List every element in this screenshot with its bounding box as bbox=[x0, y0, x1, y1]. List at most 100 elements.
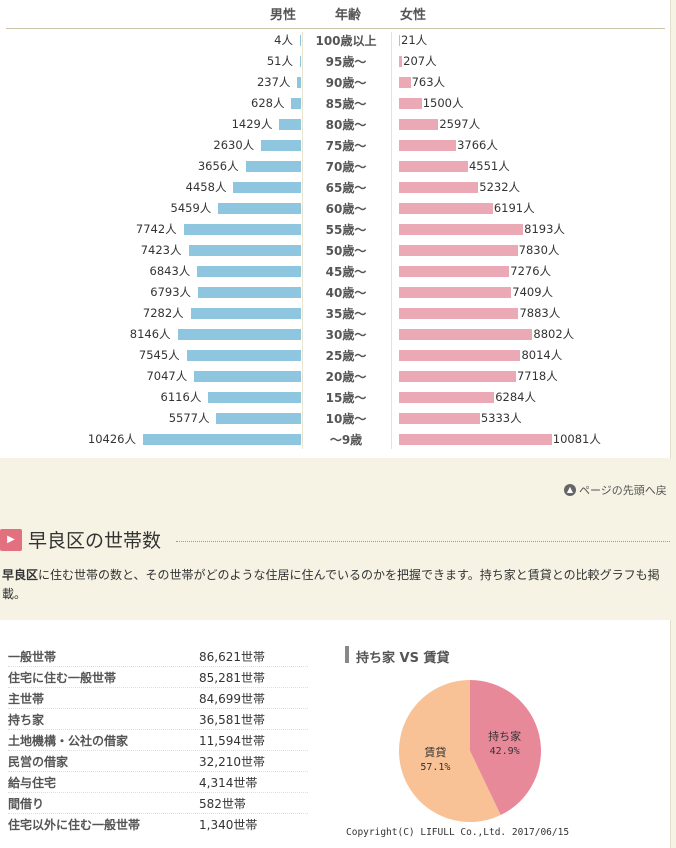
male-count-label: 6116人 bbox=[160, 390, 202, 404]
female-bar bbox=[399, 434, 552, 445]
female-bar bbox=[399, 224, 524, 235]
household-row-value: 84,699世帯 bbox=[199, 692, 265, 706]
male-bar bbox=[190, 308, 301, 319]
female-count-label: 2597人 bbox=[439, 117, 481, 131]
age-group-label: 20歳～ bbox=[325, 370, 367, 384]
household-row-divider bbox=[8, 750, 308, 751]
male-count-label: 7545人 bbox=[138, 348, 180, 362]
male-count-label: 7742人 bbox=[135, 222, 177, 236]
household-row-value: 32,210世帯 bbox=[199, 755, 265, 769]
female-count-label: 6284人 bbox=[495, 390, 536, 404]
section-description-area: 早良区 bbox=[2, 568, 39, 582]
household-row-value: 85,281世帯 bbox=[199, 671, 265, 685]
male-bar bbox=[198, 287, 301, 298]
household-row-divider bbox=[8, 708, 308, 709]
male-count-label: 4458人 bbox=[185, 180, 227, 194]
male-count-label: 51人 bbox=[266, 54, 293, 68]
age-group-label: 65歳～ bbox=[325, 181, 367, 195]
female-bar bbox=[399, 371, 516, 382]
household-row-label: 民営の借家 bbox=[8, 755, 69, 769]
age-group-label: 90歳～ bbox=[325, 76, 367, 90]
play-arrow-icon: ▶ bbox=[0, 529, 22, 551]
female-bar bbox=[399, 119, 439, 130]
male-bar bbox=[218, 203, 301, 214]
age-group-label: 35歳～ bbox=[325, 307, 367, 321]
male-bar bbox=[233, 182, 301, 193]
female-bar bbox=[399, 77, 411, 88]
age-group-label: 75歳～ bbox=[325, 139, 367, 153]
male-bar bbox=[300, 35, 301, 46]
header-male: 男性 bbox=[270, 8, 297, 23]
female-bar bbox=[399, 98, 422, 109]
household-row-label: 住宅に住む一般世帯 bbox=[8, 671, 117, 685]
male-bar bbox=[197, 266, 301, 277]
back-to-top-link[interactable]: ▲ ページの先頭へ戻 bbox=[564, 482, 667, 498]
female-bar bbox=[399, 350, 521, 361]
section-description: 早良区に住む世帯の数と、その世帯がどのような住居に住んでいるのかを把握できます。… bbox=[2, 566, 672, 604]
pie-slice bbox=[470, 680, 541, 816]
age-group-label: 60歳～ bbox=[325, 202, 367, 216]
male-count-label: 5459人 bbox=[170, 201, 212, 215]
age-group-label: 25歳～ bbox=[325, 349, 367, 363]
age-group-label: 80歳～ bbox=[325, 118, 367, 132]
female-bar bbox=[399, 287, 512, 298]
female-count-label: 21人 bbox=[401, 33, 428, 47]
pie-slice bbox=[399, 680, 501, 822]
male-count-label: 7047人 bbox=[146, 369, 188, 383]
female-bar bbox=[399, 392, 495, 403]
male-count-label: 3656人 bbox=[197, 159, 239, 173]
pie-title-marker bbox=[345, 646, 349, 663]
household-row-label: 持ち家 bbox=[8, 713, 45, 727]
household-row-value: 1,340世帯 bbox=[199, 818, 258, 832]
back-to-top-label: ページの先頭へ戻 bbox=[579, 484, 667, 497]
household-row-divider bbox=[8, 813, 308, 814]
male-count-label: 4人 bbox=[274, 33, 293, 47]
female-bar bbox=[399, 35, 400, 46]
female-count-label: 763人 bbox=[411, 75, 446, 89]
household-row-value: 36,581世帯 bbox=[199, 713, 265, 727]
household-row-label: 土地機構・公社の借家 bbox=[8, 734, 129, 748]
age-group-label: 100歳以上 bbox=[315, 34, 377, 48]
age-group-label: 95歳～ bbox=[325, 55, 367, 69]
household-row-divider bbox=[8, 687, 308, 688]
household-row-value: 86,621世帯 bbox=[199, 650, 265, 664]
female-bar bbox=[399, 182, 479, 193]
population-pyramid-panel: 男性 年齢 女性 4人 100歳以上 21人 51人 95歳～ 207人 237人 90歳～ 7… bbox=[0, 0, 671, 458]
age-group-label: 10歳～ bbox=[325, 412, 367, 426]
up-arrow-circle-icon: ▲ bbox=[564, 484, 576, 496]
female-count-label: 5232人 bbox=[479, 180, 521, 194]
male-count-label: 10426人 bbox=[87, 432, 136, 446]
section-title: 早良区の世帯数 bbox=[28, 530, 162, 552]
female-count-label: 7718人 bbox=[516, 369, 558, 383]
male-count-label: 628人 bbox=[251, 96, 285, 110]
male-count-label: 7423人 bbox=[140, 243, 182, 257]
age-group-label: 30歳～ bbox=[325, 328, 367, 342]
household-row-divider bbox=[8, 729, 308, 730]
household-row-label: 給与住宅 bbox=[8, 776, 57, 790]
household-row-label: 住宅以外に住む一般世帯 bbox=[8, 818, 141, 832]
female-count-label: 7409人 bbox=[512, 285, 554, 299]
male-bar bbox=[291, 98, 301, 109]
female-bar bbox=[399, 203, 493, 214]
pie-slice-percent: 42.9% bbox=[490, 746, 520, 757]
column-divider-left bbox=[302, 32, 303, 449]
pie-chart-title: 持ち家 VS 賃貸 bbox=[356, 651, 450, 666]
female-count-label: 6191人 bbox=[493, 201, 535, 215]
age-group-label: 85歳～ bbox=[325, 97, 367, 111]
female-bar bbox=[399, 140, 457, 151]
age-group-label: 50歳～ bbox=[325, 244, 367, 258]
male-bar bbox=[143, 434, 301, 445]
household-row-divider bbox=[8, 666, 308, 667]
female-bar bbox=[399, 329, 533, 340]
female-count-label: 8014人 bbox=[521, 348, 563, 362]
household-row-value: 11,594世帯 bbox=[199, 734, 265, 748]
female-bar bbox=[399, 161, 468, 172]
female-count-label: 8193人 bbox=[524, 222, 565, 236]
household-row-divider bbox=[8, 771, 308, 772]
male-count-label: 1429人 bbox=[231, 117, 273, 131]
female-bar bbox=[399, 56, 403, 67]
female-bar bbox=[399, 308, 519, 319]
age-group-label: 40歳～ bbox=[325, 286, 367, 300]
female-count-label: 10081人 bbox=[552, 432, 601, 446]
age-group-label: 45歳～ bbox=[325, 265, 367, 279]
